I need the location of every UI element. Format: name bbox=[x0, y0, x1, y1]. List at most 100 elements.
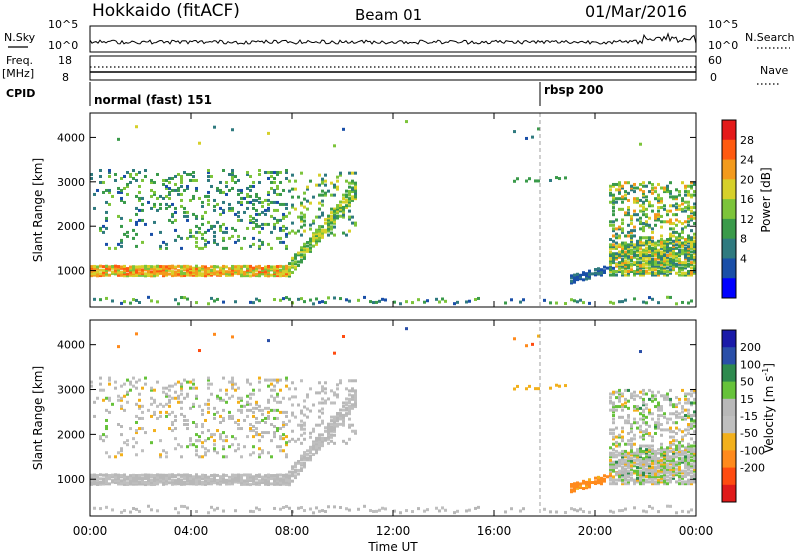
power-cell bbox=[333, 207, 336, 211]
velocity-cell bbox=[651, 444, 654, 448]
velocity-cell bbox=[642, 460, 645, 464]
velocity-cell bbox=[192, 475, 195, 479]
power-cell bbox=[645, 246, 648, 250]
power-cell bbox=[609, 259, 612, 263]
power-cell bbox=[213, 204, 216, 208]
velocity-cell bbox=[138, 473, 141, 477]
power-cell bbox=[672, 227, 675, 231]
power-cell bbox=[186, 297, 189, 301]
velocity-cell bbox=[687, 478, 690, 482]
power-cell bbox=[654, 197, 657, 201]
power-cell bbox=[207, 220, 210, 224]
power-cell bbox=[225, 230, 228, 234]
velocity-cell bbox=[288, 439, 291, 443]
velocity-cell bbox=[198, 349, 201, 353]
power-cell bbox=[306, 199, 309, 203]
velocity-cell bbox=[180, 482, 183, 486]
velocity-cell bbox=[195, 481, 198, 485]
power-cell bbox=[276, 272, 279, 276]
power-cell bbox=[237, 264, 240, 268]
power-cell bbox=[192, 170, 195, 174]
power-cell bbox=[243, 274, 246, 278]
velocity-cell bbox=[672, 460, 675, 464]
velocity-cell bbox=[345, 408, 348, 412]
velocity-cell bbox=[615, 460, 618, 464]
power-cell bbox=[102, 273, 105, 277]
power-cell bbox=[201, 265, 204, 269]
power-cell bbox=[198, 268, 201, 272]
power-cell bbox=[342, 200, 345, 204]
velocity-cell bbox=[657, 457, 660, 461]
power-cell bbox=[615, 273, 618, 277]
velocity-cell bbox=[321, 407, 324, 411]
velocity-cell bbox=[693, 455, 696, 459]
velocity-cell bbox=[96, 396, 99, 400]
velocity-cell bbox=[237, 386, 240, 390]
velocity-cell bbox=[348, 393, 351, 397]
velocity-cell bbox=[195, 433, 198, 437]
velocity-cell bbox=[675, 410, 678, 414]
velocity-cell bbox=[672, 458, 675, 462]
power-cell bbox=[636, 250, 639, 254]
power-cell bbox=[636, 264, 639, 268]
velocity-cell bbox=[258, 408, 261, 412]
power-cell bbox=[642, 248, 645, 252]
power-cell bbox=[651, 191, 654, 195]
velocity-cell bbox=[141, 477, 144, 481]
power-cell bbox=[174, 238, 177, 242]
power-cell bbox=[654, 218, 657, 222]
power-cell bbox=[180, 178, 183, 182]
power-cell bbox=[105, 270, 108, 274]
velocity-cell bbox=[282, 423, 285, 427]
power-cell bbox=[123, 270, 126, 274]
velocity-cell bbox=[678, 467, 681, 471]
velocity-cell bbox=[315, 447, 318, 451]
power-cell bbox=[687, 269, 690, 273]
velocity-cell bbox=[468, 508, 471, 512]
power-cell bbox=[633, 190, 636, 194]
power-cell bbox=[258, 266, 261, 270]
power-cell bbox=[669, 234, 672, 238]
velocity-cell bbox=[618, 392, 621, 396]
velocity-cell bbox=[549, 510, 552, 514]
velocity-cell bbox=[246, 394, 249, 398]
power-cell bbox=[630, 243, 633, 247]
power-cell bbox=[222, 264, 225, 268]
power-cell bbox=[282, 297, 285, 301]
velocity-cell bbox=[267, 339, 270, 343]
power-cell bbox=[342, 197, 345, 201]
power-cell bbox=[645, 207, 648, 211]
velocity-cell bbox=[294, 468, 297, 472]
power-cell bbox=[624, 252, 627, 256]
velocity-cell bbox=[639, 406, 642, 410]
velocity-cell bbox=[681, 439, 684, 443]
velocity-cell bbox=[669, 412, 672, 416]
power-cell bbox=[615, 252, 618, 256]
velocity-cell bbox=[669, 467, 672, 471]
power-cell bbox=[645, 223, 648, 227]
velocity-cell bbox=[624, 419, 627, 423]
velocity-cell bbox=[645, 462, 648, 466]
power-cell bbox=[666, 243, 669, 247]
velocity-cell bbox=[594, 480, 597, 484]
power-cell bbox=[261, 272, 264, 276]
velocity-cell bbox=[195, 386, 198, 390]
velocity-colorbar-tick: 50 bbox=[740, 376, 754, 389]
power-cell bbox=[633, 234, 636, 238]
velocity-cell bbox=[288, 476, 291, 480]
velocity-cell bbox=[132, 473, 135, 477]
velocity-cell bbox=[279, 400, 282, 404]
power-cell bbox=[222, 266, 225, 270]
velocity-cell bbox=[282, 480, 285, 484]
velocity-cell bbox=[138, 404, 141, 408]
velocity-cell bbox=[141, 473, 144, 477]
velocity-cell bbox=[648, 388, 651, 392]
velocity-cell bbox=[315, 451, 318, 455]
velocity-cell bbox=[669, 504, 672, 508]
power-cell bbox=[621, 248, 624, 252]
power-cell bbox=[651, 262, 654, 266]
power-cell bbox=[657, 198, 660, 202]
velocity-cell bbox=[258, 475, 261, 479]
power-cell bbox=[693, 250, 696, 254]
power-cell bbox=[321, 234, 324, 238]
